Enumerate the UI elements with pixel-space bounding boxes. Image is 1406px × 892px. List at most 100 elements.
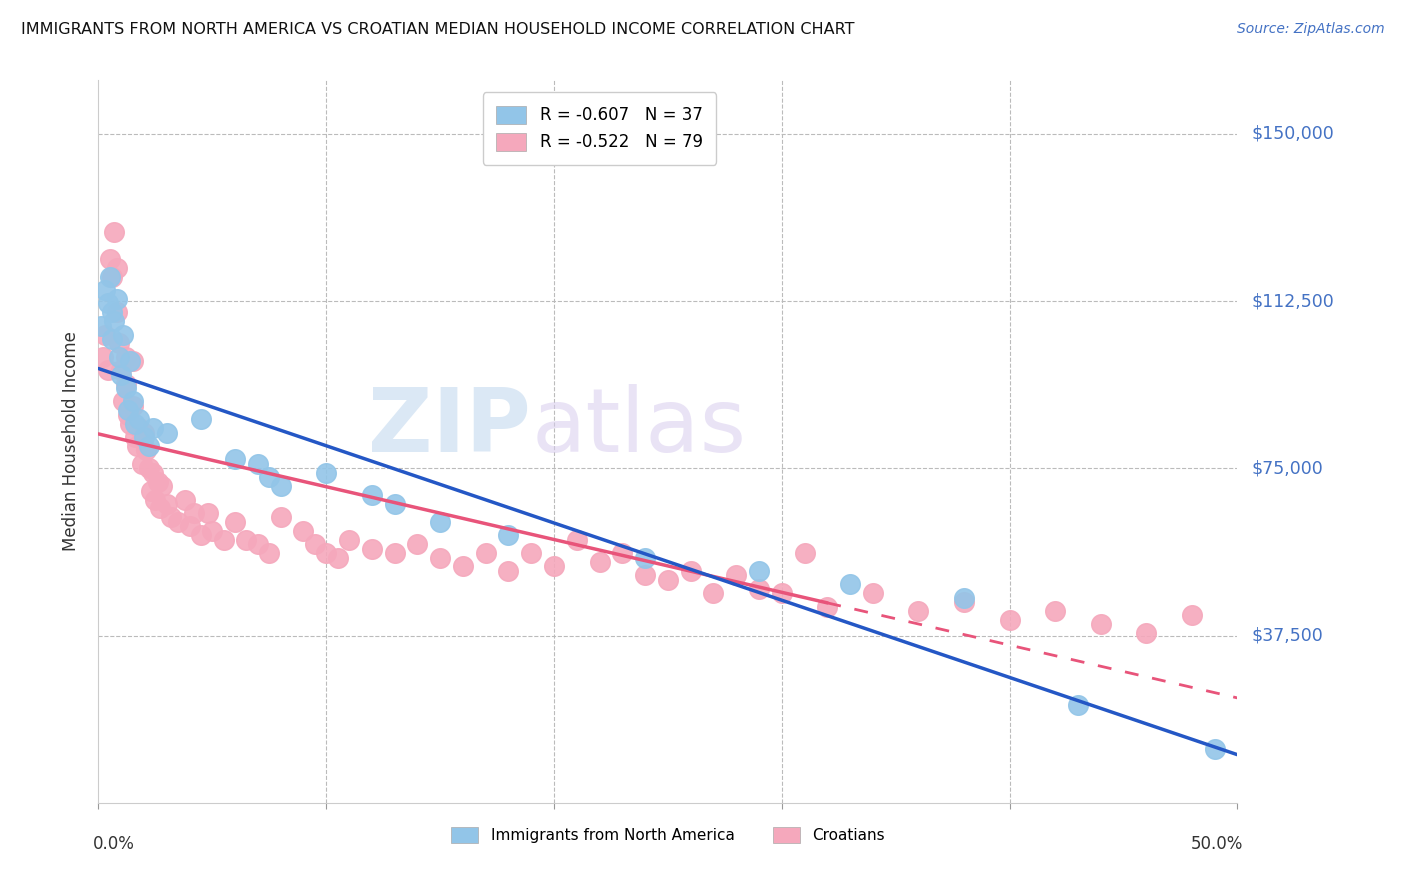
Text: $75,000: $75,000 xyxy=(1251,459,1323,477)
Point xyxy=(235,533,257,547)
Point xyxy=(292,524,315,538)
Point xyxy=(183,506,205,520)
Point xyxy=(131,457,153,471)
Point xyxy=(124,417,146,431)
Point xyxy=(114,376,136,391)
Y-axis label: Median Household Income: Median Household Income xyxy=(62,332,80,551)
Point xyxy=(270,479,292,493)
Point xyxy=(101,332,124,346)
Legend: Immigrants from North America, Croatians: Immigrants from North America, Croatians xyxy=(444,821,891,849)
Point xyxy=(907,604,929,618)
Point xyxy=(94,327,117,342)
Point xyxy=(105,260,128,275)
Point xyxy=(138,461,160,475)
Point xyxy=(498,528,520,542)
Point xyxy=(179,519,201,533)
Point xyxy=(1067,698,1090,712)
Point xyxy=(145,492,167,507)
Point xyxy=(588,555,610,569)
Point xyxy=(1181,608,1204,623)
Point xyxy=(679,564,702,578)
Point xyxy=(96,296,118,310)
Point xyxy=(128,421,150,435)
Point xyxy=(498,564,520,578)
Text: ZIP: ZIP xyxy=(368,384,531,471)
Point xyxy=(224,452,246,467)
Point xyxy=(94,283,117,297)
Point xyxy=(259,470,281,484)
Point xyxy=(998,613,1021,627)
Point xyxy=(110,368,132,382)
Point xyxy=(315,466,337,480)
Point xyxy=(174,492,197,507)
Text: $37,500: $37,500 xyxy=(1251,626,1323,645)
Point xyxy=(103,314,125,328)
Point xyxy=(142,466,165,480)
Text: Source: ZipAtlas.com: Source: ZipAtlas.com xyxy=(1237,22,1385,37)
Text: 0.0%: 0.0% xyxy=(93,835,135,854)
Point xyxy=(565,533,588,547)
Point xyxy=(304,537,326,551)
Text: IMMIGRANTS FROM NORTH AMERICA VS CROATIAN MEDIAN HOUSEHOLD INCOME CORRELATION CH: IMMIGRANTS FROM NORTH AMERICA VS CROATIA… xyxy=(21,22,855,37)
Point xyxy=(120,354,142,368)
Point xyxy=(634,550,657,565)
Point xyxy=(543,559,565,574)
Point xyxy=(702,586,724,600)
Point xyxy=(770,586,793,600)
Point xyxy=(862,586,884,600)
Point xyxy=(138,439,160,453)
Point xyxy=(132,430,155,444)
Point xyxy=(1135,626,1157,640)
Point xyxy=(201,524,224,538)
Point xyxy=(246,537,269,551)
Point xyxy=(103,225,125,239)
Point xyxy=(96,363,118,377)
Point xyxy=(815,599,838,614)
Point xyxy=(793,546,815,560)
Point xyxy=(139,483,162,498)
Point xyxy=(451,559,474,574)
Point xyxy=(167,515,190,529)
Point xyxy=(839,577,862,591)
Point xyxy=(384,546,406,560)
Point xyxy=(384,497,406,511)
Text: $112,500: $112,500 xyxy=(1251,292,1334,310)
Point xyxy=(114,350,136,364)
Point xyxy=(132,425,155,440)
Point xyxy=(91,350,114,364)
Point xyxy=(190,412,212,426)
Point xyxy=(1043,604,1066,618)
Point xyxy=(657,573,679,587)
Point xyxy=(110,363,132,377)
Point xyxy=(90,318,112,333)
Point xyxy=(156,425,179,440)
Point xyxy=(156,497,179,511)
Point xyxy=(429,550,451,565)
Point xyxy=(360,488,382,502)
Point xyxy=(190,528,212,542)
Point xyxy=(112,394,135,409)
Point xyxy=(121,394,143,409)
Point xyxy=(1204,742,1226,756)
Point xyxy=(127,439,149,453)
Point xyxy=(246,457,269,471)
Point xyxy=(337,533,360,547)
Point xyxy=(114,381,136,395)
Point xyxy=(98,252,121,266)
Point xyxy=(121,399,143,413)
Point xyxy=(105,305,128,319)
Point xyxy=(105,292,128,306)
Point xyxy=(474,546,496,560)
Point xyxy=(108,350,131,364)
Point xyxy=(212,533,235,547)
Point xyxy=(748,564,770,578)
Point xyxy=(634,568,657,582)
Text: $150,000: $150,000 xyxy=(1251,125,1334,143)
Point xyxy=(197,506,219,520)
Point xyxy=(112,327,135,342)
Point xyxy=(150,479,173,493)
Point xyxy=(160,510,183,524)
Point xyxy=(429,515,451,529)
Point xyxy=(142,421,165,435)
Point xyxy=(149,501,172,516)
